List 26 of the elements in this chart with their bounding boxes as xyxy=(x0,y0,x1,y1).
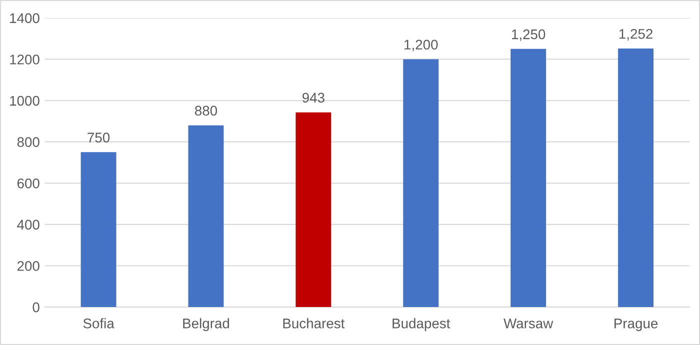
bar xyxy=(296,112,332,308)
x-tick-label: Warsaw xyxy=(504,318,554,328)
data-label: 943 xyxy=(302,92,324,103)
y-tick-label: 1400 xyxy=(10,13,40,24)
bar xyxy=(403,59,439,308)
data-label: 1,250 xyxy=(512,29,546,41)
y-tick-label: 800 xyxy=(17,137,40,148)
data-label: 750 xyxy=(88,132,110,142)
data-label: 1,200 xyxy=(404,40,438,52)
y-tick-label: 1000 xyxy=(10,96,40,106)
data-label: 1,252 xyxy=(619,28,652,40)
x-tick-label: Budapest xyxy=(392,318,450,332)
data-label: 880 xyxy=(194,106,218,116)
x-tick-label: Bucharest xyxy=(283,318,345,328)
bar xyxy=(80,152,116,308)
y-tick-label: 200 xyxy=(17,261,40,271)
y-tick-label: 600 xyxy=(17,178,40,188)
x-tick-label: Prague xyxy=(614,318,658,332)
y-tick-label: 400 xyxy=(17,220,40,230)
y-tick-label: 0 xyxy=(32,302,40,312)
y-tick-label: 1200 xyxy=(10,54,40,64)
bar xyxy=(188,125,224,308)
bar xyxy=(510,48,546,308)
x-tick-label: Belgrad xyxy=(183,318,230,332)
x-tick-label: Sofia xyxy=(83,318,114,328)
bar xyxy=(618,48,654,308)
